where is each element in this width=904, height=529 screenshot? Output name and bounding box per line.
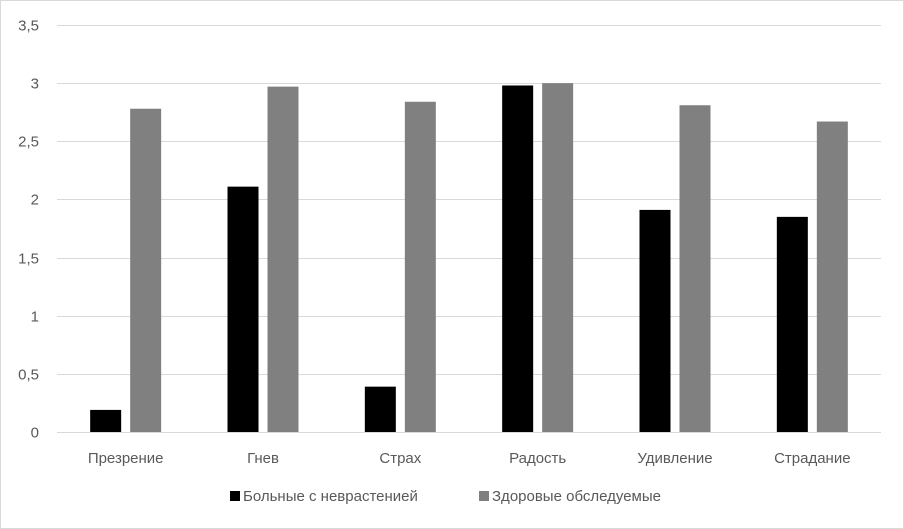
bar-series-1-3 xyxy=(364,386,396,432)
legend-swatch xyxy=(479,491,489,501)
y-tick-label: 2 xyxy=(31,192,39,209)
x-axis-ticks: Презрение Гнев Страх Радость Удивление Страда… xyxy=(88,450,851,467)
y-tick-label: 3,5 xyxy=(18,18,39,35)
bar-series-2-5 xyxy=(679,105,711,432)
x-tick-label: Страдание xyxy=(774,450,851,467)
x-tick-label: Удивление xyxy=(637,450,712,467)
bar-series-1-5 xyxy=(639,209,671,432)
y-tick-label: 1 xyxy=(31,309,39,326)
bar-series-1-1 xyxy=(90,409,122,432)
x-tick-label: Гнев xyxy=(247,450,279,467)
bar-series-2-2 xyxy=(267,86,299,432)
y-axis-ticks: 0 0,5 1 1,5 2 2,5 3 3,5 xyxy=(18,18,39,442)
legend-swatch xyxy=(230,491,240,501)
bars xyxy=(90,83,848,433)
legend-label: Больные с неврастенией xyxy=(243,488,418,505)
legend-label: Здоровые обследуемые xyxy=(492,488,661,505)
y-tick-label: 2,5 xyxy=(18,134,39,151)
bar-series-1-6 xyxy=(776,216,808,432)
y-tick-label: 0,5 xyxy=(18,367,39,384)
bar-series-2-3 xyxy=(404,101,436,433)
y-tick-label: 0 xyxy=(31,425,39,442)
bar-series-1-2 xyxy=(227,186,259,432)
bar-series-2-1 xyxy=(130,108,162,433)
y-tick-label: 3 xyxy=(31,76,39,93)
x-tick-label: Страх xyxy=(379,450,421,467)
legend: Больные с неврастенией Здоровые обследуем… xyxy=(230,488,661,505)
x-tick-label: Радость xyxy=(509,450,566,467)
bar-series-2-6 xyxy=(816,121,848,432)
bar-series-1-4 xyxy=(502,85,534,433)
x-tick-label: Презрение xyxy=(88,450,164,467)
bar-series-2-4 xyxy=(542,83,574,433)
gridlines xyxy=(57,25,881,433)
y-tick-label: 1,5 xyxy=(18,251,39,268)
